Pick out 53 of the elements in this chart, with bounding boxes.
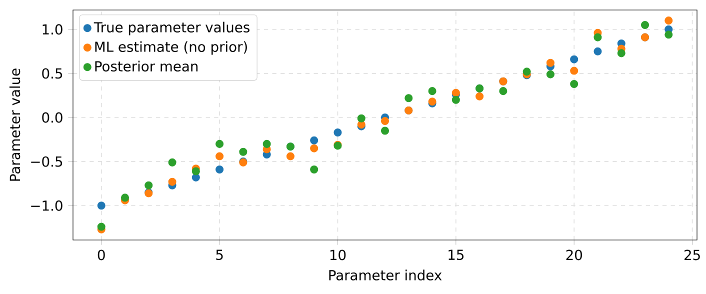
point: [216, 140, 224, 148]
y-tick-label: 0.5: [42, 68, 62, 79]
point: [570, 80, 578, 88]
point: [239, 148, 248, 156]
point: [546, 58, 554, 67]
point: [357, 114, 366, 122]
point: [97, 222, 106, 231]
point: [120, 194, 130, 202]
y-tick-label: 1.0: [42, 24, 62, 35]
x-tick-label: 15: [448, 250, 464, 260]
point: [380, 117, 390, 126]
point: [428, 87, 436, 96]
point: [640, 20, 650, 29]
point: [594, 47, 602, 56]
point: [570, 55, 578, 64]
point: [664, 16, 673, 25]
y-tick-label: −1.0: [31, 200, 62, 211]
point: [192, 167, 200, 176]
y-tick-label: −0.5: [31, 156, 62, 167]
point: [452, 96, 460, 104]
point: [664, 30, 673, 39]
point: [476, 92, 484, 100]
point: [97, 202, 106, 210]
point: [594, 33, 602, 42]
point: [310, 136, 318, 144]
point: [216, 152, 224, 160]
y-axis-title: Parameter value: [9, 68, 20, 181]
x-tick-label: 25: [684, 250, 700, 260]
point: [499, 87, 508, 96]
point: [216, 165, 224, 174]
x-axis-title: Parameter index: [329, 270, 442, 280]
point: [522, 68, 531, 76]
point: [380, 126, 390, 135]
y-tick-label: 0.0: [42, 112, 62, 123]
legend-label: ML estimate (no prior): [95, 41, 247, 55]
point: [404, 94, 413, 102]
point: [310, 165, 318, 174]
x-tick-label: 0: [98, 250, 105, 260]
point: [570, 66, 578, 75]
point: [168, 178, 176, 186]
point: [144, 181, 153, 190]
x-tick-label: 20: [566, 250, 582, 260]
x-tick-label: 10: [330, 250, 346, 260]
point: [617, 49, 626, 58]
point: [546, 70, 554, 78]
legend-label: Posterior mean: [95, 60, 198, 72]
point: [262, 140, 271, 148]
point: [168, 158, 176, 166]
point: [286, 152, 294, 160]
point: [334, 128, 342, 137]
x-tick-label: 5: [216, 250, 223, 260]
legend-label: True parameter values: [94, 22, 250, 36]
point: [310, 144, 318, 152]
